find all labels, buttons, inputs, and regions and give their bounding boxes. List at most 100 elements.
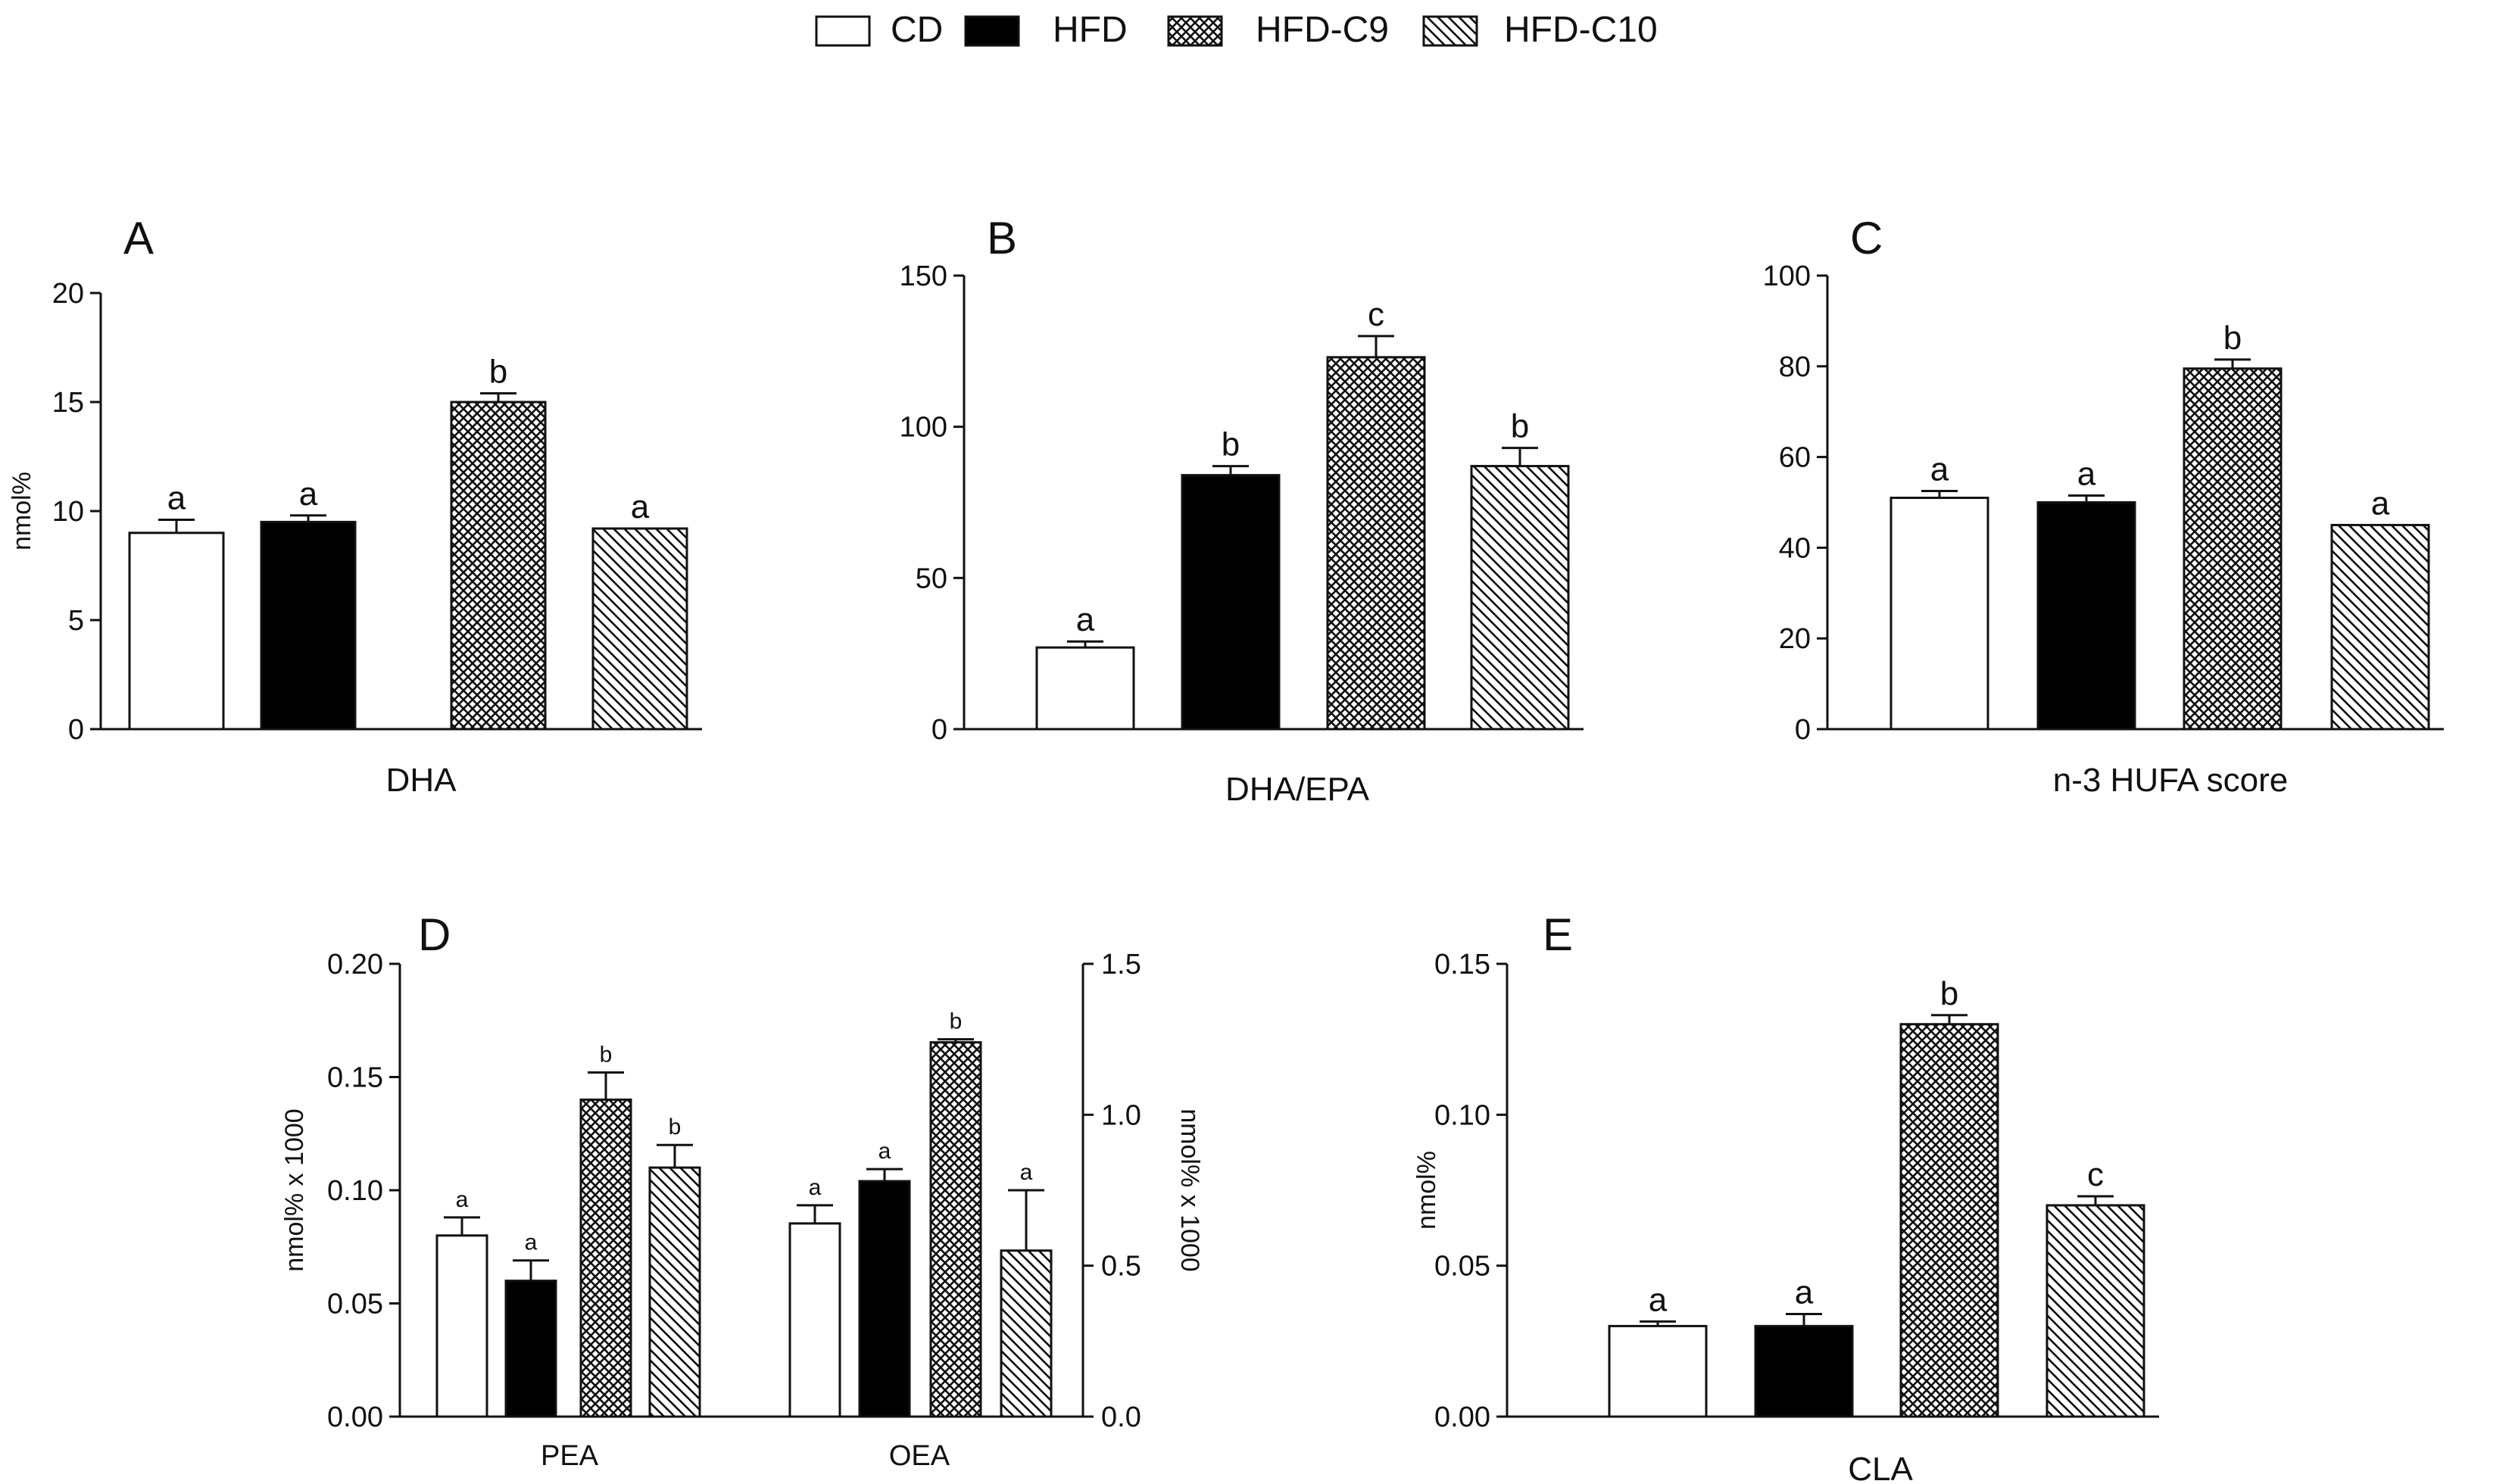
panel-letter-e: E <box>1543 909 1573 960</box>
legend-label-hfd: HFD <box>1053 10 1128 50</box>
legend-label-hfd-c10: HFD-C10 <box>1504 10 1658 50</box>
panel-c-sig-label: a <box>2371 485 2390 522</box>
panel-a-y-tick-label: 15 <box>52 387 84 419</box>
panel-a-x-label: DHA <box>386 762 457 799</box>
panel-d-y-label-left: nmol% x 1000 <box>280 1108 309 1271</box>
panel-b-bar-cd <box>1035 646 1135 731</box>
panel-d-pea-bar-cd <box>435 1234 488 1418</box>
panel-b-y-tick-label: 100 <box>900 412 947 444</box>
panel-e-bar-hfd-c9 <box>1899 1023 1999 1418</box>
panel-a-bar-hfd-c10 <box>591 527 688 731</box>
panel-d-oea-sig-label: b <box>950 1009 963 1034</box>
panel-e-y-tick-label: 0.15 <box>1434 949 1490 980</box>
panel-c-y-tick-label: 100 <box>1763 260 1811 292</box>
panel-b-y-tick-label: 0 <box>931 714 947 746</box>
panel-d-y-tick-label-left: 0.20 <box>327 949 383 980</box>
panel-b-sig-label: c <box>1368 296 1384 333</box>
panel-d-y-tick-label-right: 0.5 <box>1101 1251 1141 1283</box>
panel-e-y-label: nmol% <box>1412 1151 1441 1230</box>
charts-layer: 0 5 10 15 20 a a b a DHA nmol% 0 50 100 150 a b c b DHA/EPA… <box>8 260 2444 1484</box>
panel-a-sig-label: a <box>631 488 650 525</box>
panel-letter-b: B <box>987 213 1017 263</box>
panel-c-y-tick-label: 20 <box>1779 623 1811 655</box>
panel-d-x-label-oea: OEA <box>889 1440 950 1472</box>
panel-b-bar-hfd-c9 <box>1326 356 1426 731</box>
panel-e-y-tick-label: 0.00 <box>1434 1401 1490 1433</box>
panel-d-pea-bar-hfd-c10 <box>648 1166 701 1418</box>
panel-d-y-tick-label-left: 0.05 <box>327 1289 383 1320</box>
panel-d-oea-bar-hfd-c10 <box>1000 1249 1053 1418</box>
legend-swatch-hfd <box>964 15 1020 47</box>
panel-e-y-tick-label: 0.10 <box>1434 1099 1490 1131</box>
panel-letter-c: C <box>1850 213 1883 263</box>
panel-d-pea-sig-label: a <box>456 1187 469 1212</box>
panel-e-bar-hfd-c10 <box>2045 1204 2145 1418</box>
panel-b-sig-label: b <box>1511 408 1529 445</box>
panel-c-bar-hfd <box>2036 501 2136 731</box>
panel-d-y-tick-label-left: 0.15 <box>327 1062 383 1094</box>
panel-d-y-tick-label-right: 1.5 <box>1101 949 1141 980</box>
panel-d-y-tick-label-right: 1.0 <box>1101 1099 1141 1131</box>
panel-a-bar-cd <box>128 532 225 731</box>
panel-d-pea-sig-label: a <box>525 1230 538 1255</box>
panel-c-bar-hfd-c9 <box>2183 367 2283 731</box>
panel-b-y-tick-label: 150 <box>900 260 947 292</box>
legend-label-cd: CD <box>891 10 943 50</box>
panel-d-oea-sig-label: a <box>809 1175 822 1200</box>
panel-e-x-label: CLA <box>1848 1451 1913 1484</box>
legend-swatch-hfd-c9 <box>1167 15 1223 47</box>
legend-swatch-cd <box>815 15 871 47</box>
panel-c-bar-cd <box>1889 497 1989 731</box>
panel-e-sig-label: c <box>2087 1156 2104 1193</box>
panel-a-sig-label: a <box>299 475 318 513</box>
panel-a-y-tick-label: 5 <box>68 605 84 637</box>
panel-letter-a: A <box>123 213 154 263</box>
panel-a-y-label: nmol% <box>8 472 36 550</box>
panel-c-sig-label: a <box>2077 456 2096 493</box>
panel-d-y-tick-label-left: 0.00 <box>327 1401 383 1433</box>
panel-d-y-label-right: nmol% x 1000 <box>1175 1108 1204 1271</box>
panel-d-pea-sig-label: b <box>669 1115 682 1140</box>
panel-letter-d: D <box>418 909 451 960</box>
panel-d-y-tick-label-left: 0.10 <box>327 1175 383 1207</box>
panel-a-bar-hfd <box>260 520 357 731</box>
panel-a-y-tick-label: 20 <box>52 278 84 310</box>
legend: CD HFD HFD-C9 HFD-C10 <box>815 10 1658 50</box>
legend-swatch-hfd-c10 <box>1422 15 1478 47</box>
panel-d-pea-bar-hfd-c9 <box>579 1098 632 1418</box>
panel-c-bar-hfd-c10 <box>2330 523 2430 731</box>
panel-b-bar-hfd-c10 <box>1470 465 1570 731</box>
legend-label-hfd-c9: HFD-C9 <box>1256 10 1389 50</box>
panel-d-oea-bar-cd <box>788 1222 841 1418</box>
panel-e-sig-label: a <box>1649 1281 1668 1318</box>
panel-e-sig-label: b <box>1940 975 1958 1012</box>
panel-d-oea-sig-label: a <box>1020 1160 1033 1185</box>
panel-b-bar-hfd <box>1181 474 1281 731</box>
panel-e-bar-cd <box>1608 1324 1708 1418</box>
panel-d-oea-bar-hfd <box>858 1180 911 1418</box>
panel-c-sig-label: a <box>1930 451 1949 488</box>
panel-a-y-tick-label: 10 <box>52 496 84 528</box>
panel-c-x-label: n-3 HUFA score <box>2053 762 2289 799</box>
panel-a-sig-label: b <box>489 353 507 390</box>
panel-a-bar-hfd-c9 <box>450 401 547 731</box>
panel-c-y-tick-label: 40 <box>1779 532 1811 564</box>
panel-d-oea-sig-label: a <box>878 1139 891 1164</box>
panel-d-oea-bar-hfd-c9 <box>929 1041 982 1418</box>
panel-c-y-tick-label: 60 <box>1779 442 1811 474</box>
panel-e-bar-hfd <box>1754 1324 1854 1418</box>
panel-c-y-tick-label: 80 <box>1779 351 1811 383</box>
panel-b-y-tick-label: 50 <box>916 563 947 594</box>
panel-c-sig-label: b <box>2223 320 2242 357</box>
panel-a-sig-label: a <box>167 480 186 517</box>
panel-b-sig-label: b <box>1222 426 1240 463</box>
panel-d-y-tick-label-right: 0.0 <box>1101 1401 1141 1433</box>
panel-d-x-label-pea: PEA <box>541 1440 599 1472</box>
panel-d-pea-bar-hfd <box>504 1280 557 1418</box>
panel-d-pea-sig-label: b <box>600 1043 613 1068</box>
panel-b-sig-label: a <box>1076 601 1095 638</box>
panel-c-y-tick-label: 0 <box>1795 714 1811 746</box>
panel-a-y-tick-label: 0 <box>68 714 84 746</box>
panel-e-sig-label: a <box>1795 1274 1814 1311</box>
